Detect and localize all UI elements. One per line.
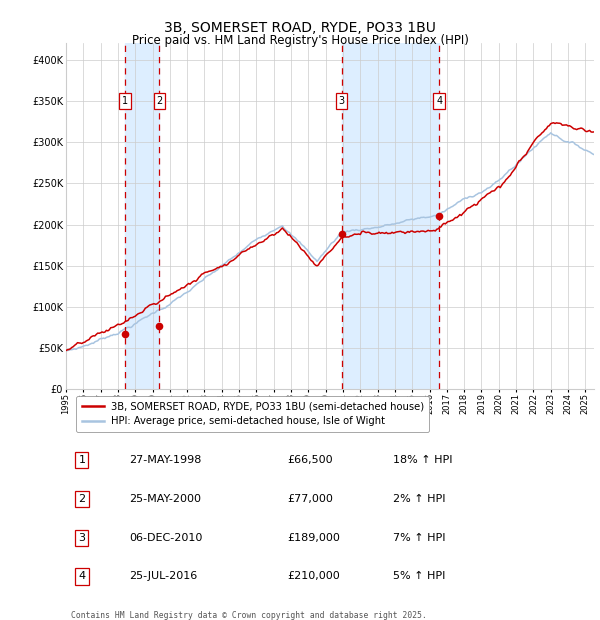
Text: £189,000: £189,000 — [288, 533, 341, 542]
Text: 1: 1 — [122, 96, 128, 106]
Legend: 3B, SOMERSET ROAD, RYDE, PO33 1BU (semi-detached house), HPI: Average price, sem: 3B, SOMERSET ROAD, RYDE, PO33 1BU (semi-… — [76, 396, 430, 432]
Text: 5% ↑ HPI: 5% ↑ HPI — [394, 572, 446, 582]
Text: 27-MAY-1998: 27-MAY-1998 — [130, 455, 202, 465]
Text: 4: 4 — [436, 96, 442, 106]
Text: Contains HM Land Registry data © Crown copyright and database right 2025.
This d: Contains HM Land Registry data © Crown c… — [71, 611, 427, 620]
Text: £77,000: £77,000 — [288, 494, 334, 504]
Text: 2% ↑ HPI: 2% ↑ HPI — [394, 494, 446, 504]
Text: 1: 1 — [79, 455, 85, 465]
Text: 18% ↑ HPI: 18% ↑ HPI — [394, 455, 453, 465]
Text: Price paid vs. HM Land Registry's House Price Index (HPI): Price paid vs. HM Land Registry's House … — [131, 34, 469, 46]
Text: 25-JUL-2016: 25-JUL-2016 — [130, 572, 197, 582]
Bar — [341, 43, 439, 389]
Text: 2: 2 — [157, 96, 163, 106]
Text: 3: 3 — [338, 96, 344, 106]
Bar — [125, 43, 160, 389]
Text: 2: 2 — [78, 494, 85, 504]
Text: 4: 4 — [78, 572, 85, 582]
Text: £66,500: £66,500 — [288, 455, 334, 465]
Text: 25-MAY-2000: 25-MAY-2000 — [130, 494, 202, 504]
Text: 3B, SOMERSET ROAD, RYDE, PO33 1BU: 3B, SOMERSET ROAD, RYDE, PO33 1BU — [164, 21, 436, 35]
Text: £210,000: £210,000 — [288, 572, 341, 582]
Text: 06-DEC-2010: 06-DEC-2010 — [130, 533, 203, 542]
Text: 7% ↑ HPI: 7% ↑ HPI — [394, 533, 446, 542]
Text: 3: 3 — [79, 533, 85, 542]
